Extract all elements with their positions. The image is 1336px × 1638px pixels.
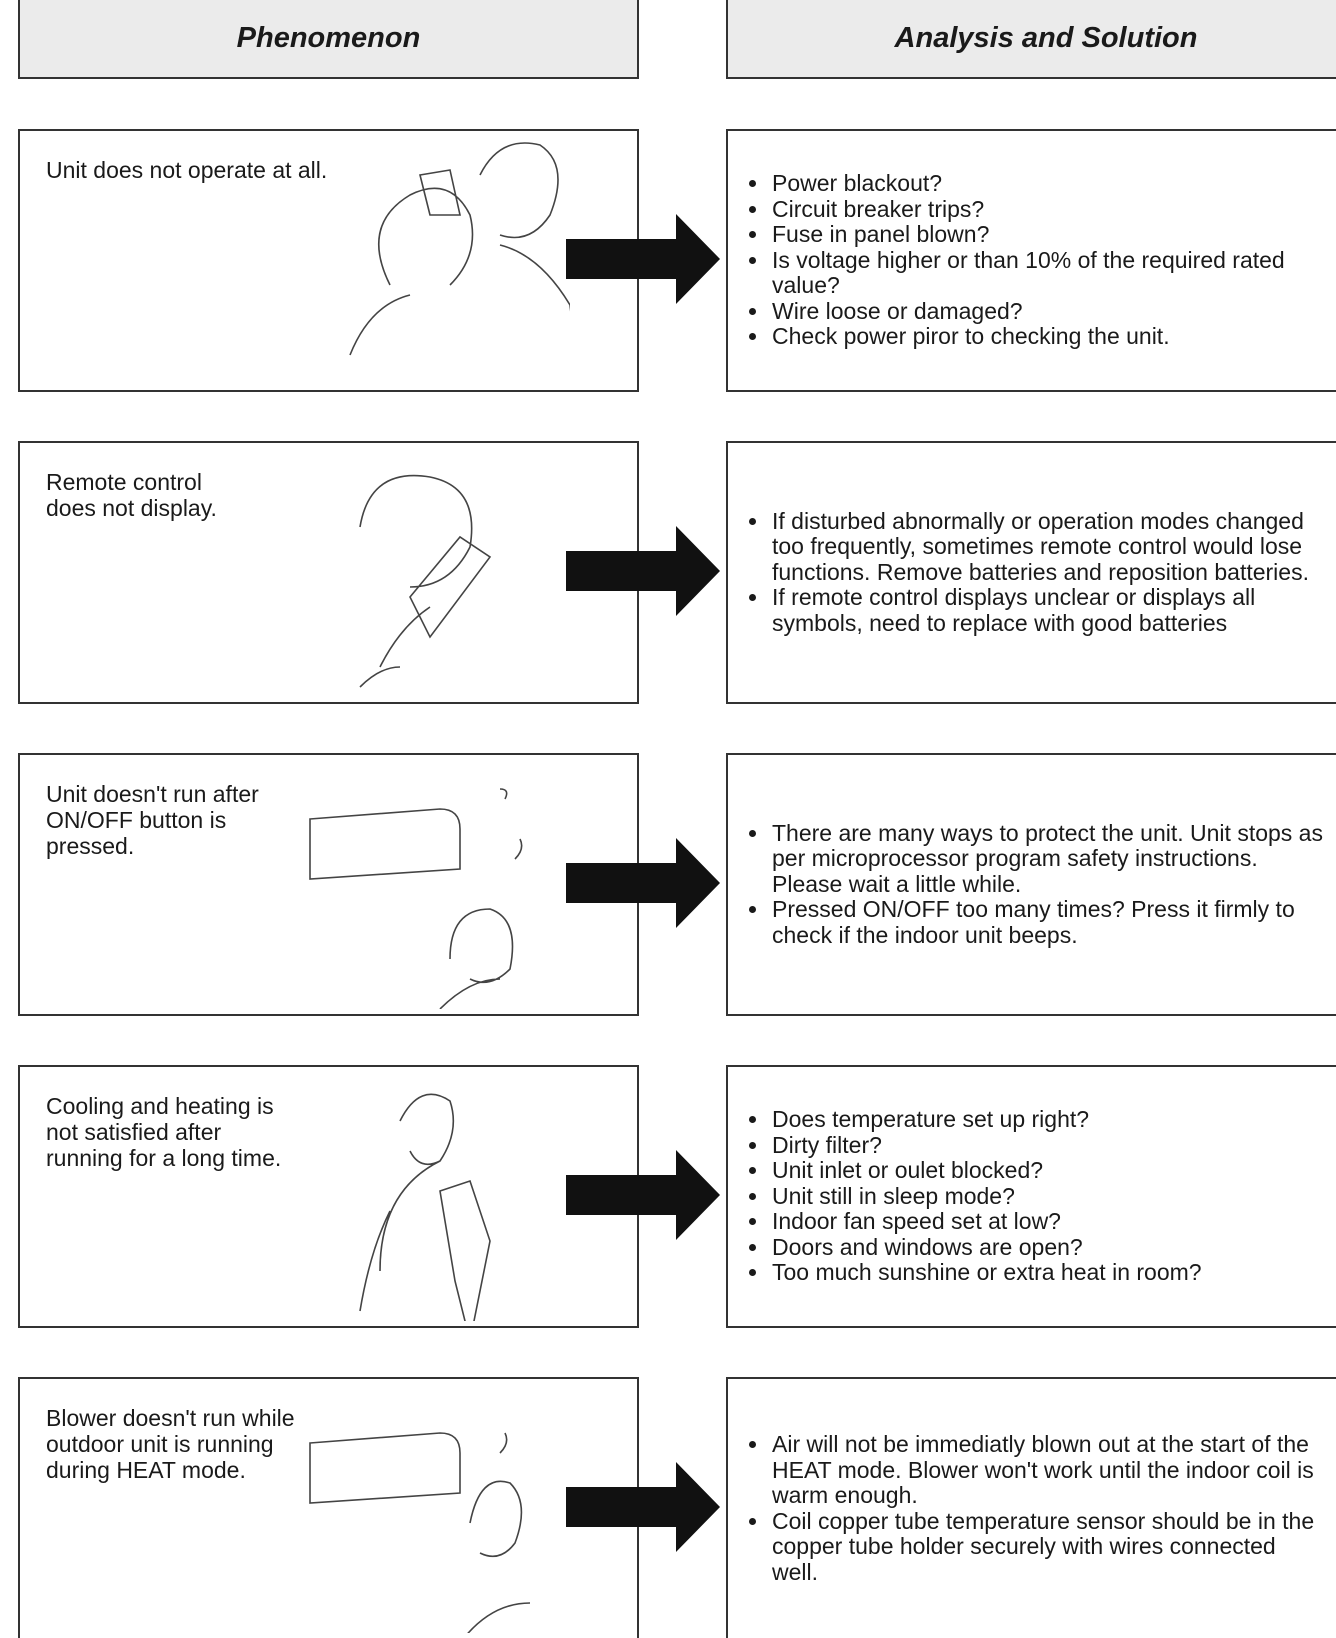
solution-item: Too much sunshine or extra heat in room? <box>770 1260 1202 1286</box>
solution-item: Dirty filter? <box>770 1132 1202 1159</box>
phenomenon-line: Cooling and heating is <box>46 1093 274 1119</box>
arrow-shape <box>566 1150 720 1240</box>
phenomenon-line: not satisfied after <box>46 1119 222 1145</box>
header-analysis: Analysis and Solution <box>726 0 1336 79</box>
phenomenon-line: ON/OFF button is <box>46 807 227 833</box>
illustration <box>349 142 570 356</box>
solution-item: Power blackout? <box>770 171 1328 197</box>
arrow <box>566 1462 720 1552</box>
phenomenon-box: Blower doesn't run while outdoor unit is … <box>18 1377 639 1638</box>
phenomenon-text: Blower doesn't run while outdoor unit is … <box>46 1405 295 1483</box>
solution-area: If disturbed abnormally or operation mod… <box>728 443 1328 702</box>
solution-item: Air will not be immediatly blown out at … <box>770 1431 1328 1509</box>
phenomenon-line: running for a long time. <box>46 1145 282 1171</box>
phenomenon-line: does not display. <box>46 495 217 521</box>
illustration <box>359 474 492 688</box>
phenomenon-line: outdoor unit is running <box>46 1431 274 1457</box>
illustration <box>359 1093 491 1321</box>
solution-item: If remote control displays unclear or di… <box>770 585 1328 636</box>
sketch <box>359 474 492 688</box>
solution-area: Power blackout?Circuit breaker trips?Fus… <box>728 131 1328 390</box>
solution-item: Is voltage higher or than 10% of the req… <box>770 247 1328 299</box>
arrow-shape <box>566 838 720 928</box>
sketch <box>309 1432 531 1633</box>
phenomenon-box: Unit does not operate at all. <box>18 129 639 392</box>
phenomenon-line: Unit does not operate at all. <box>46 157 328 183</box>
arrow-shape <box>566 1462 720 1552</box>
phenomenon-text: Unit does not operate at all. <box>46 157 327 183</box>
phenomenon-line: during HEAT mode. <box>46 1457 246 1483</box>
solution-list: Air will not be immediatly blown out at … <box>728 1431 1328 1586</box>
solution-item: Circuit breaker trips? <box>770 196 1328 223</box>
solution-list: If disturbed abnormally or operation mod… <box>728 508 1328 637</box>
arrow-shape <box>566 526 720 616</box>
solution-item: Wire loose or damaged? <box>770 298 1328 325</box>
solution-item: Fuse in panel blown? <box>770 222 1328 248</box>
phenomenon-text: Unit doesn't run after ON/OFF button is pr… <box>46 781 259 859</box>
solution-item: Pressed ON/OFF too many times? Press it … <box>770 897 1328 948</box>
phenomenon-box: Unit doesn't run after ON/OFF button is pr… <box>18 753 639 1016</box>
arrow <box>566 1150 720 1240</box>
sketch <box>359 1093 491 1321</box>
solution-list: Power blackout?Circuit breaker trips?Fus… <box>728 171 1328 350</box>
solution-box: There are many ways to protect the unit.… <box>726 753 1336 1016</box>
solution-item: There are many ways to protect the unit.… <box>770 820 1328 898</box>
solution-list: Does temperature set up right?Dirty filt… <box>728 1107 1202 1286</box>
solution-item: Coil copper tube temperature sensor shou… <box>770 1508 1328 1586</box>
solution-list: There are many ways to protect the unit.… <box>728 820 1328 949</box>
solution-item: Doors and windows are open? <box>770 1234 1202 1261</box>
solution-item: Unit inlet or oulet blocked? <box>770 1158 1202 1184</box>
solution-box: Power blackout?Circuit breaker trips?Fus… <box>726 129 1336 392</box>
phenomenon-line: Unit doesn't run after <box>46 781 259 807</box>
header-phenomenon: Phenomenon <box>18 0 639 79</box>
arrow-shape <box>566 214 720 304</box>
phenomenon-text: Cooling and heating is not satisfied afte… <box>46 1093 281 1171</box>
solution-item: If disturbed abnormally or operation mod… <box>770 508 1328 586</box>
phenomenon-line: Blower doesn't run while <box>46 1405 295 1431</box>
illustration <box>309 1432 531 1633</box>
solution-item: Does temperature set up right? <box>770 1107 1202 1133</box>
arrow <box>566 838 720 928</box>
solution-box: Air will not be immediatly blown out at … <box>726 1377 1336 1638</box>
solution-item: Indoor fan speed set at low? <box>770 1209 1202 1235</box>
solution-item: Unit still in sleep mode? <box>770 1183 1202 1210</box>
phenomenon-text: Remote control does not display. <box>46 469 217 521</box>
solution-box: Does temperature set up right?Dirty filt… <box>726 1065 1336 1328</box>
solution-box: If disturbed abnormally or operation mod… <box>726 441 1336 704</box>
solution-area: Air will not be immediatly blown out at … <box>728 1379 1328 1638</box>
arrow <box>566 526 720 616</box>
sketch <box>309 788 523 1009</box>
phenomenon-line: pressed. <box>46 833 135 859</box>
phenomenon-box: Cooling and heating is not satisfied afte… <box>18 1065 639 1328</box>
illustration <box>309 788 523 1009</box>
solution-area: There are many ways to protect the unit.… <box>728 755 1328 1014</box>
phenomenon-box: Remote control does not display. <box>18 441 639 704</box>
sketch <box>349 142 570 356</box>
phenomenon-line: Remote control <box>46 469 202 495</box>
solution-area: Does temperature set up right?Dirty filt… <box>728 1067 1328 1326</box>
solution-item: Check power piror to checking the unit. <box>770 324 1328 350</box>
arrow <box>566 214 720 304</box>
